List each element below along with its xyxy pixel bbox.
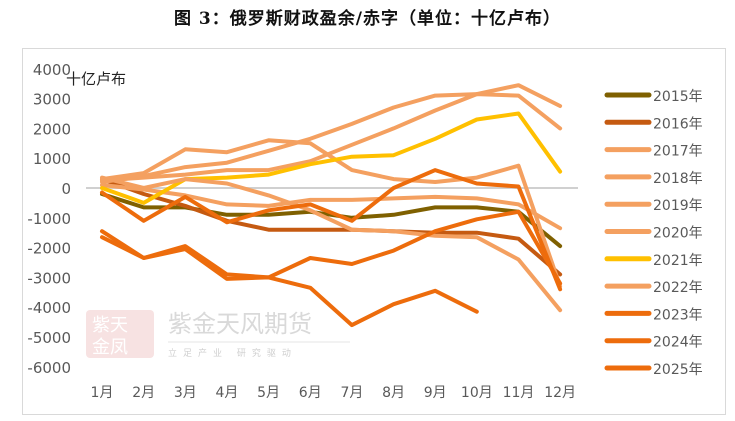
legend-label: 2015年	[653, 89, 703, 105]
watermark-slogan: 立足产业 研究驱动	[168, 347, 297, 359]
series-line-2016年	[100, 177, 563, 277]
x-tick-label: 6月	[299, 385, 322, 401]
y-tick-label: -4000	[27, 299, 71, 317]
x-tick-label: 9月	[424, 385, 447, 401]
y-axis: 4000 3000 2000 1000 0 -1000 -2000 -3000 -4000 -50…	[27, 61, 71, 377]
legend-item: 2023年	[604, 307, 703, 323]
x-tick-label: 11月	[503, 385, 535, 401]
legend-label: 2016年	[653, 116, 703, 132]
series-line-2022年	[100, 175, 563, 313]
y-tick-label: -3000	[27, 269, 71, 287]
y-tick-label: 4000	[33, 61, 71, 79]
legend-item: 2024年	[604, 335, 703, 351]
series-line-2015年	[100, 192, 563, 249]
series-line-2023年	[100, 168, 563, 292]
series-line-2020年	[100, 183, 563, 231]
y-axis-unit: 十亿卢布	[66, 70, 126, 88]
x-tick-label: 4月	[215, 385, 238, 401]
legend: 2015年 2016年 2017年 2018年 2019年 2020年 2021年 2022年…	[604, 89, 703, 378]
y-tick-label: 3000	[33, 91, 71, 109]
x-tick-label: 8月	[382, 385, 405, 401]
legend-item: 2022年	[604, 280, 703, 296]
legend-label: 2023年	[653, 307, 703, 323]
legend-label: 2025年	[653, 362, 703, 378]
x-tick-label: 5月	[257, 385, 280, 401]
seal-icon	[86, 310, 154, 358]
legend-label: 2021年	[653, 253, 703, 269]
legend-item: 2017年	[604, 144, 703, 160]
series-line-2019年	[100, 83, 563, 183]
chart-frame	[22, 48, 726, 415]
legend-item: 2020年	[604, 226, 703, 242]
y-tick-label: -5000	[27, 329, 71, 347]
legend-item: 2021年	[604, 253, 703, 269]
y-tick-label: -2000	[27, 240, 71, 258]
y-tick-label: 0	[61, 180, 71, 198]
legend-item: 2019年	[604, 198, 703, 214]
x-tick-label: 2月	[132, 385, 155, 401]
series-line-2021年	[100, 111, 563, 205]
series-line-2017年	[100, 138, 563, 289]
legend-label: 2022年	[653, 280, 703, 296]
y-tick-label: 1000	[33, 150, 71, 168]
y-tick-label: -6000	[27, 359, 71, 377]
seal-text-bottom: 金凤	[92, 337, 128, 358]
x-tick-label: 3月	[174, 385, 197, 401]
series-line-2025年	[100, 235, 479, 328]
x-axis: 1月 2月 3月 4月 5月 6月 7月 8月 9月 10月 11月 12月	[91, 385, 577, 401]
chart-title: 图 3：俄罗斯财政盈余/赤字（单位：十亿卢布）	[174, 9, 561, 29]
legend-item: 2016年	[604, 116, 703, 132]
series-lines	[100, 83, 563, 328]
legend-label: 2017年	[653, 144, 703, 160]
legend-item: 2025年	[604, 362, 703, 378]
series-line-2018年	[100, 92, 563, 184]
legend-label: 2024年	[653, 335, 703, 351]
x-tick-label: 1月	[91, 385, 114, 401]
y-tick-label: -1000	[27, 210, 71, 228]
x-tick-label: 7月	[340, 385, 363, 401]
legend-label: 2020年	[653, 226, 703, 242]
legend-label: 2019年	[653, 198, 703, 214]
watermark: 紫天 金凤 紫金天风期货 立足产业 研究驱动	[86, 310, 350, 359]
legend-item: 2015年	[604, 89, 703, 105]
series-line-2024年	[100, 209, 563, 286]
seal-text-top: 紫天	[92, 315, 128, 336]
x-tick-label: 10月	[461, 385, 493, 401]
y-tick-label: 2000	[33, 120, 71, 138]
legend-label: 2018年	[653, 171, 703, 187]
x-tick-label: 12月	[544, 385, 576, 401]
legend-item: 2018年	[604, 171, 703, 187]
watermark-name: 紫金天风期货	[168, 310, 312, 338]
